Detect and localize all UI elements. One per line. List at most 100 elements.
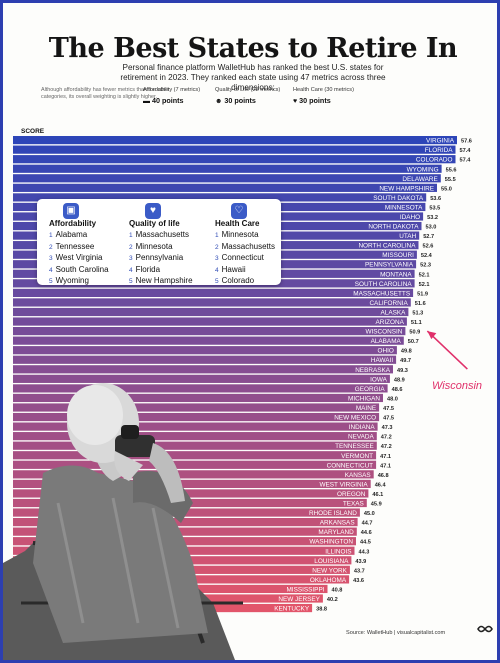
- bar-value: 52.6: [423, 244, 434, 250]
- bar-label: IDAHO: [400, 214, 420, 221]
- bar-label: UTAH: [399, 233, 416, 240]
- bar-value: 51.9: [417, 291, 428, 297]
- list-item: 4 South Carolina: [49, 264, 109, 274]
- bar-label: PENNSYLVANIA: [365, 262, 414, 269]
- bar-label: FLORIDA: [425, 147, 453, 154]
- bar-value: 49.8: [401, 349, 412, 355]
- bar-value: 47.2: [381, 444, 392, 450]
- bar-value: 47.5: [383, 416, 394, 422]
- bar-value: 50.9: [409, 330, 420, 336]
- category-title: Health Care: [215, 219, 260, 228]
- bar-nebraska: [13, 365, 393, 374]
- bar-value: 48.6: [392, 387, 403, 393]
- bar-kansas: [13, 470, 374, 479]
- bar-label: INDIANA: [349, 424, 376, 431]
- bar-value: 53.0: [426, 225, 437, 231]
- bar-value: 51.1: [411, 320, 422, 326]
- bar-value: 57.4: [460, 148, 472, 154]
- category-quality-of-life: ♥ Quality of life 1 Massachusetts 2 Minnes…: [129, 203, 209, 288]
- heart-pulse-icon: ♡: [231, 203, 247, 219]
- bar-label: NORTH DAKOTA: [368, 224, 419, 231]
- category-affordability: ▣ Affordability 1 Alabama 2 Tennessee 3 Wes…: [49, 203, 129, 288]
- bar-massachusetts: [13, 288, 414, 297]
- money-icon: ▬: [143, 98, 150, 105]
- dimensions-row: Affordability (7 metrics) ▬ 40 points Qua…: [143, 87, 373, 107]
- bar-value: 55.0: [441, 186, 452, 192]
- bar-value: 52.1: [419, 272, 430, 278]
- bar-west-virginia: [13, 479, 371, 488]
- bar-value: 43.7: [354, 568, 365, 574]
- bar-maine: [13, 403, 380, 412]
- list-item: 5 Colorado: [215, 276, 255, 285]
- bar-value: 52.7: [423, 234, 434, 240]
- callout-arrow: [426, 330, 468, 370]
- bar-value: 55.6: [446, 167, 457, 173]
- bar-label: VERMONT: [341, 453, 373, 460]
- bar-label: NEBRASKA: [355, 367, 391, 374]
- bar-value: 44.7: [362, 521, 373, 527]
- bar-hawaii: [13, 355, 397, 364]
- bar-label: WYOMING: [407, 166, 439, 173]
- bar-alaska: [13, 307, 409, 317]
- bar-value: 43.6: [353, 578, 364, 584]
- bar-label: HAWAII: [371, 357, 393, 364]
- category-list: 1 Minnesota 2 Massachusetts 3 Connecticut 4…: [215, 230, 295, 288]
- bar-michigan: [13, 393, 383, 403]
- list-item: 1 Massachusetts: [129, 230, 189, 239]
- bar-label: NEW MEXICO: [334, 415, 376, 422]
- bar-label: NORTH CAROLINA: [358, 243, 416, 250]
- list-item: 1 Minnesota: [215, 230, 259, 239]
- bar-delaware: [13, 174, 441, 183]
- wisconsin-callout-label: Wisconsin: [432, 380, 483, 392]
- bar-arkansas: [13, 518, 358, 527]
- bar-florida: [13, 145, 456, 154]
- bar-label: CONNECTICUT: [327, 462, 374, 469]
- bar-label: RHODE ISLAND: [309, 510, 357, 517]
- list-item: 5 New Hampshire: [129, 276, 193, 285]
- bar-label: WASHINGTON: [309, 539, 353, 546]
- smile-icon: ☻: [215, 98, 223, 105]
- bar-label: COLORADO: [416, 157, 453, 164]
- dimension-quality-of-life: Quality of Life (22 metrics) ☻ 30 points: [215, 87, 293, 105]
- bar-arizona: [13, 317, 407, 326]
- dimension-points: 40 points: [152, 96, 184, 105]
- bar-value: 47.1: [380, 463, 391, 469]
- page-title: The Best States to Retire In: [48, 33, 458, 64]
- bar-georgia: [13, 384, 388, 393]
- retiree-with-binoculars-illustration: [3, 383, 243, 660]
- bar-label: OREGON: [337, 491, 366, 498]
- bar-label: VIRGINIA: [426, 138, 455, 145]
- bar-value: 55.5: [445, 177, 456, 183]
- category-list: 1 Alabama 2 Tennessee 3 West Virginia 4 Sout…: [49, 230, 129, 288]
- category-list: 1 Massachusetts 2 Minnesota 3 Pennsylvania …: [129, 230, 209, 288]
- bar-wisconsin: [13, 327, 406, 336]
- bar-maryland: [13, 527, 357, 536]
- bar-label: MINNESOTA: [385, 205, 423, 212]
- top-five-categories-card: ▣ Affordability 1 Alabama 2 Tennessee 3 Wes…: [37, 199, 281, 285]
- bar-value: 57.6: [461, 139, 472, 145]
- bar-value: 51.6: [415, 301, 426, 307]
- bar-vermont: [13, 451, 377, 460]
- list-item: 5 Wyoming: [49, 276, 89, 285]
- dimension-affordability: Affordability (7 metrics) ▬ 40 points: [143, 87, 221, 105]
- bar-value: 44.3: [359, 549, 370, 555]
- category-title: Quality of life: [129, 219, 180, 228]
- bar-value: 46.1: [372, 492, 383, 498]
- category-title: Affordability: [49, 219, 97, 228]
- bar-oregon: [13, 489, 369, 498]
- bar-label: MISSOURI: [382, 252, 414, 259]
- bar-label: KANSAS: [345, 472, 371, 479]
- dimension-label: Quality of Life (22 metrics): [215, 87, 281, 93]
- bar-label: MAINE: [356, 405, 376, 412]
- bar-value: 43.9: [355, 559, 366, 565]
- bar-value: 52.3: [420, 263, 431, 269]
- list-item: 4 Florida: [129, 264, 161, 274]
- bar-label: OKLAHOMA: [310, 577, 347, 584]
- dimension-health-care: Health Care (30 metrics) ♥ 30 points: [293, 87, 371, 105]
- bar-value: 38.8: [316, 607, 327, 613]
- bar-label: WEST VIRGINIA: [320, 481, 369, 488]
- bar-label: ALASKA: [381, 310, 407, 317]
- bar-value: 48.0: [387, 396, 398, 402]
- wallet-icon: ▣: [63, 203, 79, 219]
- bar-value: 49.3: [397, 368, 408, 374]
